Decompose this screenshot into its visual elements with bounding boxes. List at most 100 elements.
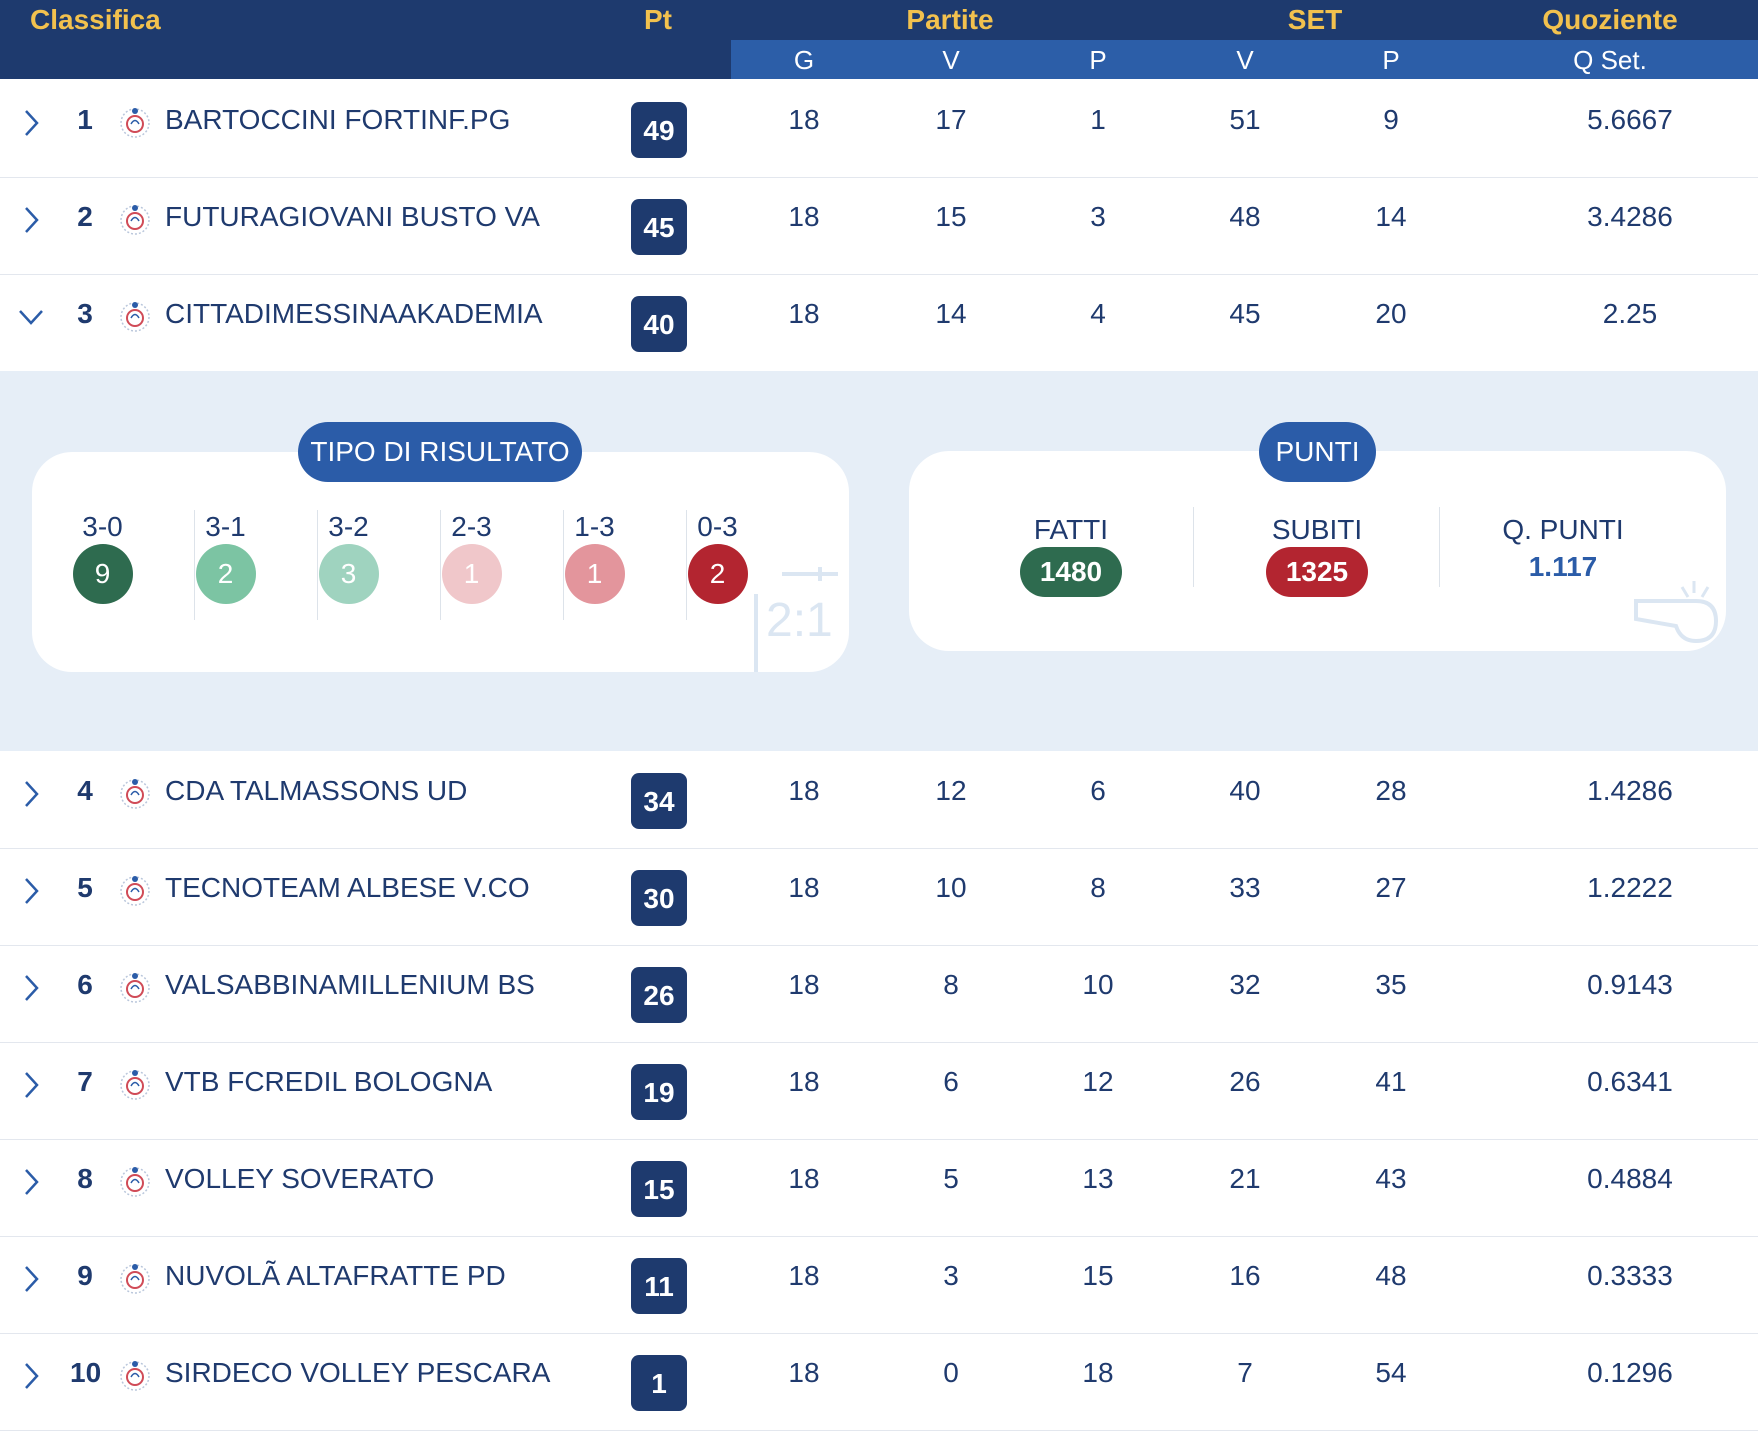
stat-pp: 10 (1082, 969, 1114, 1000)
stat-pp: 4 (1090, 298, 1106, 329)
stat-qset: 3.4286 (1587, 201, 1673, 232)
result-count: 1 (564, 544, 625, 604)
stat-pp: 12 (1082, 1066, 1114, 1097)
stat-pv: 5 (943, 1163, 959, 1194)
stat-sp: 9 (1383, 104, 1399, 135)
stat-sv: 32 (1229, 969, 1261, 1000)
team-name[interactable]: CITTADIMESSINAAKADEMIA (165, 298, 543, 329)
team-name[interactable]: BARTOCCINI FORTINF.PG (165, 104, 511, 135)
fatti-label: FATTI (1033, 514, 1109, 545)
stat-g: 18 (788, 969, 820, 1000)
subiti-value: 1325 (1265, 547, 1369, 597)
stat-sp: 54 (1375, 1357, 1407, 1388)
stat-sv: 26 (1229, 1066, 1261, 1097)
team-name[interactable]: FUTURAGIOVANI BUSTO VA (165, 201, 540, 232)
stat-sp: 41 (1375, 1066, 1407, 1097)
points-title: PUNTI (1259, 422, 1376, 482)
stat-g: 18 (788, 1357, 820, 1388)
table-row[interactable]: 10 SIRDECO VOLLEY PESCARA 1 18 0 18 7 54 0.1296 (0, 1333, 1758, 1431)
divider (194, 510, 195, 620)
chevron-right-icon[interactable] (18, 108, 44, 138)
table-row[interactable]: 1 BARTOCCINI FORTINF.PG 49 18 17 1 51 9 5.6667 (0, 80, 1758, 178)
result-label: 3-0 (82, 511, 123, 542)
stat-pp: 3 (1090, 201, 1106, 232)
team-rank: 3 (77, 298, 93, 329)
chevron-right-icon[interactable] (18, 205, 44, 235)
points-badge: 45 (631, 199, 687, 255)
table-row[interactable]: 7 VTB FCREDIL BOLOGNA 19 18 6 12 26 41 0.6341 (0, 1042, 1758, 1140)
stat-sp: 20 (1375, 298, 1407, 329)
team-logo-icon (120, 973, 150, 1003)
divider (1193, 507, 1194, 587)
table-row[interactable]: 3 CITTADIMESSINAAKADEMIA 40 18 14 4 45 20 2.25 (0, 274, 1758, 372)
table-row[interactable]: 6 VALSABBINAMILLENIUM BS 26 18 8 10 32 35 0.9143 (0, 945, 1758, 1043)
stat-pp: 1 (1090, 104, 1106, 135)
points-badge: 11 (631, 1258, 687, 1314)
result-label: 3-2 (328, 511, 369, 542)
stat-sv: 16 (1229, 1260, 1261, 1291)
points-subiti: SUBITI 1325 (1217, 513, 1417, 597)
table-row[interactable]: 8 VOLLEY SOVERATO 15 18 5 13 21 43 0.4884 (0, 1139, 1758, 1237)
chevron-right-icon[interactable] (18, 1361, 44, 1391)
team-name[interactable]: VOLLEY SOVERATO (165, 1163, 435, 1194)
subheader-set-v: V (1236, 45, 1254, 75)
team-name[interactable]: NUVOLÃ ALTAFRATTE PD (165, 1260, 506, 1291)
stat-qset: 1.4286 (1587, 775, 1673, 806)
subheader-partite-v: V (942, 45, 960, 75)
table-row[interactable]: 4 CDA TALMASSONS UD 34 18 12 6 40 28 1.4286 (0, 751, 1758, 849)
team-logo-icon (120, 1167, 150, 1197)
header-set: SET (1287, 4, 1343, 35)
stat-g: 18 (788, 872, 820, 903)
result-type-title: TIPO DI RISULTATO (298, 422, 582, 482)
result-label: 2-3 (451, 511, 492, 542)
table-header-left (0, 40, 731, 79)
team-name[interactable]: VALSABBINAMILLENIUM BS (165, 969, 535, 1000)
team-name[interactable]: VTB FCREDIL BOLOGNA (165, 1066, 493, 1097)
stat-sv: 33 (1229, 872, 1261, 903)
chevron-right-icon[interactable] (18, 1167, 44, 1197)
points-badge: 30 (631, 870, 687, 926)
result-label: 3-1 (205, 511, 246, 542)
chevron-down-icon[interactable] (18, 302, 44, 332)
stat-sv: 7 (1237, 1357, 1253, 1388)
points-badge: 15 (631, 1161, 687, 1217)
stat-qset: 1.2222 (1587, 872, 1673, 903)
stat-sp: 43 (1375, 1163, 1407, 1194)
stat-sp: 27 (1375, 872, 1407, 903)
result-col: 2-3 1 (410, 510, 533, 620)
subiti-label: SUBITI (1271, 514, 1363, 545)
team-name[interactable]: TECNOTEAM ALBESE V.CO (165, 872, 530, 903)
subheader-g: G (793, 45, 815, 75)
fatti-value: 1480 (1019, 547, 1123, 597)
team-name[interactable]: CDA TALMASSONS UD (165, 775, 468, 806)
header-pt: Pt (644, 4, 672, 35)
team-rank: 1 (77, 104, 93, 135)
points-badge: 34 (631, 773, 687, 829)
stat-pv: 14 (935, 298, 967, 329)
divider (440, 510, 441, 620)
chevron-right-icon[interactable] (18, 1070, 44, 1100)
team-name[interactable]: SIRDECO VOLLEY PESCARA (165, 1357, 551, 1388)
points-quotient: Q. PUNTI 1.117 (1463, 513, 1663, 587)
header-classifica: Classifica (30, 4, 161, 35)
header-partite: Partite (906, 4, 994, 35)
subheader-partite-p: P (1089, 45, 1107, 75)
chevron-right-icon[interactable] (18, 973, 44, 1003)
chevron-right-icon[interactable] (18, 876, 44, 906)
table-header (0, 0, 1758, 40)
team-rank: 7 (77, 1066, 93, 1097)
result-count: 2 (687, 544, 748, 604)
stat-pv: 3 (943, 1260, 959, 1291)
team-logo-icon (120, 108, 150, 138)
points-badge: 1 (631, 1355, 687, 1411)
table-row[interactable]: 2 FUTURAGIOVANI BUSTO VA 45 18 15 3 48 14 3.4286 (0, 177, 1758, 275)
stat-pv: 17 (935, 104, 967, 135)
stat-pv: 8 (943, 969, 959, 1000)
table-row[interactable]: 9 NUVOLÃ ALTAFRATTE PD 11 18 3 15 16 48 0.3333 (0, 1236, 1758, 1334)
table-row[interactable]: 5 TECNOTEAM ALBESE V.CO 30 18 10 8 33 27 1.2222 (0, 848, 1758, 946)
chevron-right-icon[interactable] (18, 1264, 44, 1294)
chevron-right-icon[interactable] (18, 779, 44, 809)
stat-g: 18 (788, 775, 820, 806)
qpunti-value: 1.117 (1528, 551, 1598, 582)
